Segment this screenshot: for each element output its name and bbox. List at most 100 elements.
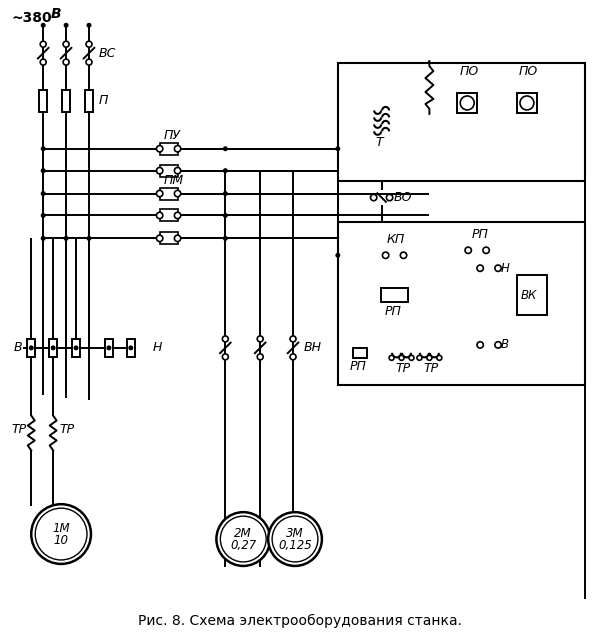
Text: 2М: 2М: [235, 526, 252, 540]
Circle shape: [520, 96, 534, 110]
Circle shape: [335, 253, 340, 258]
Circle shape: [31, 504, 91, 564]
Circle shape: [86, 23, 91, 28]
Circle shape: [63, 59, 69, 65]
Circle shape: [86, 236, 91, 241]
Circle shape: [106, 345, 112, 350]
Text: ВО: ВО: [394, 191, 412, 204]
Circle shape: [223, 168, 228, 173]
Bar: [105, 339, 113, 357]
Circle shape: [128, 345, 133, 350]
Circle shape: [64, 23, 68, 28]
Circle shape: [400, 252, 407, 258]
Text: В: В: [501, 338, 509, 352]
Text: Н: Н: [501, 262, 510, 275]
Circle shape: [40, 59, 46, 65]
Text: П: П: [99, 94, 109, 107]
Circle shape: [64, 236, 68, 241]
Circle shape: [483, 247, 490, 253]
Circle shape: [223, 354, 229, 360]
Circle shape: [370, 195, 377, 201]
Text: Рис. 8. Схема электрооборудования станка.: Рис. 8. Схема электрооборудования станка…: [138, 614, 462, 628]
Text: РП: РП: [385, 304, 401, 318]
Bar: [62, 90, 70, 112]
Circle shape: [175, 212, 181, 219]
Text: Т: Т: [376, 137, 383, 149]
Circle shape: [257, 336, 263, 342]
Text: РП: РП: [471, 228, 488, 241]
Text: ТР: ТР: [59, 423, 74, 436]
Circle shape: [50, 345, 56, 350]
Bar: [380, 288, 409, 302]
Circle shape: [41, 213, 46, 218]
Text: ~380: ~380: [11, 11, 52, 26]
Bar: [160, 188, 178, 200]
Circle shape: [41, 146, 46, 151]
Circle shape: [223, 213, 228, 218]
Bar: [338, 223, 584, 385]
Text: РП: РП: [350, 360, 367, 373]
Bar: [85, 90, 93, 112]
Bar: [160, 232, 178, 244]
Circle shape: [335, 146, 340, 151]
Text: ВН: ВН: [304, 341, 322, 354]
Bar: [160, 143, 178, 155]
Circle shape: [417, 355, 422, 360]
Bar: [160, 165, 178, 177]
Text: 0,125: 0,125: [278, 538, 312, 551]
Circle shape: [41, 23, 46, 28]
Circle shape: [175, 235, 181, 242]
Circle shape: [63, 41, 69, 47]
Circle shape: [86, 41, 92, 47]
Text: 3М: 3М: [286, 526, 304, 540]
Text: ТР: ТР: [11, 423, 26, 436]
Bar: [72, 339, 80, 357]
Bar: [457, 93, 477, 113]
Text: ПМ: ПМ: [164, 174, 184, 187]
Text: Н: Н: [152, 341, 162, 354]
Circle shape: [427, 355, 432, 360]
Bar: [517, 93, 537, 113]
Text: ВК: ВК: [521, 288, 538, 302]
Circle shape: [157, 235, 163, 242]
Bar: [39, 90, 47, 112]
Circle shape: [175, 145, 181, 152]
Bar: [27, 339, 35, 357]
Circle shape: [35, 508, 87, 560]
Circle shape: [223, 191, 228, 196]
Circle shape: [29, 345, 34, 350]
Text: 10: 10: [53, 533, 68, 547]
Bar: [127, 339, 135, 357]
Circle shape: [290, 354, 296, 360]
Circle shape: [157, 190, 163, 197]
Circle shape: [465, 247, 472, 253]
Circle shape: [495, 265, 501, 271]
Circle shape: [460, 96, 474, 110]
Circle shape: [290, 336, 296, 342]
Circle shape: [175, 190, 181, 197]
Circle shape: [223, 236, 228, 241]
Text: ПО: ПО: [519, 64, 538, 78]
Circle shape: [40, 41, 46, 47]
Circle shape: [399, 355, 404, 360]
Circle shape: [223, 336, 229, 342]
Circle shape: [217, 512, 270, 566]
Text: ПО: ПО: [459, 64, 479, 78]
Text: 1М: 1М: [52, 522, 70, 535]
Circle shape: [157, 145, 163, 152]
Circle shape: [389, 355, 394, 360]
Bar: [160, 209, 178, 221]
Circle shape: [386, 195, 393, 201]
Circle shape: [437, 355, 442, 360]
Circle shape: [272, 516, 318, 562]
Circle shape: [86, 59, 92, 65]
Text: ТР: ТР: [424, 362, 439, 375]
Circle shape: [41, 236, 46, 241]
Text: ТР: ТР: [395, 362, 410, 375]
Text: В: В: [13, 341, 22, 354]
Text: ВС: ВС: [99, 47, 116, 60]
Text: В: В: [51, 7, 62, 21]
Bar: [353, 348, 367, 358]
Text: 0,27: 0,27: [230, 538, 256, 551]
Circle shape: [477, 265, 484, 271]
